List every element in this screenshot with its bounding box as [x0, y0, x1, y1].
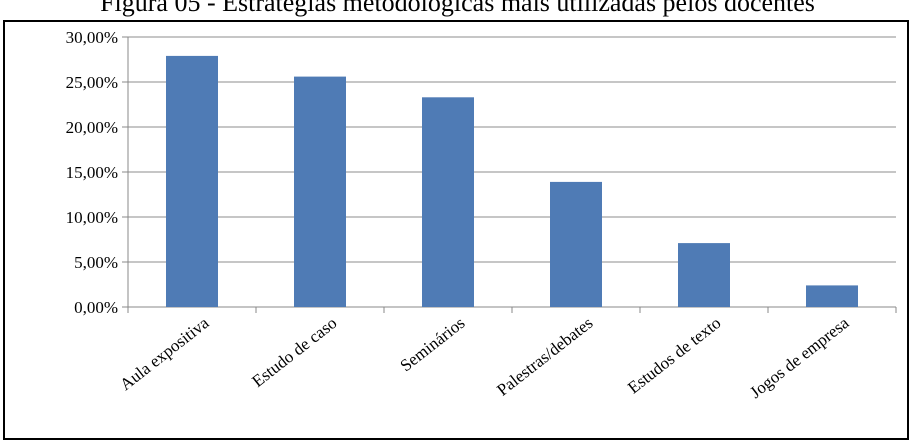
x-tick-label: Jogos de empresa: [746, 313, 853, 402]
y-tick-label: 25,00%: [66, 73, 118, 92]
x-tick-label: Estudos de texto: [624, 313, 724, 397]
x-tick-label: Seminários: [396, 313, 468, 375]
x-tick-label: Aula expositiva: [116, 313, 213, 394]
bar: [806, 285, 858, 307]
y-tick-label: 15,00%: [66, 163, 118, 182]
y-tick-label: 10,00%: [66, 208, 118, 227]
bar: [294, 76, 346, 307]
bar: [422, 97, 474, 307]
bar: [550, 181, 602, 307]
y-tick-label: 30,00%: [66, 28, 118, 47]
figure-caption: Figura 05 - Estratégias metodológicas ma…: [100, 0, 815, 17]
y-tick-label: 0,00%: [74, 298, 118, 317]
y-tick-label: 5,00%: [74, 253, 118, 272]
x-tick-label: Palestras/debates: [493, 313, 596, 399]
x-tick-label: Estudo de caso: [248, 313, 340, 391]
y-tick-label: 20,00%: [66, 118, 118, 137]
bar: [678, 243, 730, 307]
bar: [166, 55, 218, 308]
